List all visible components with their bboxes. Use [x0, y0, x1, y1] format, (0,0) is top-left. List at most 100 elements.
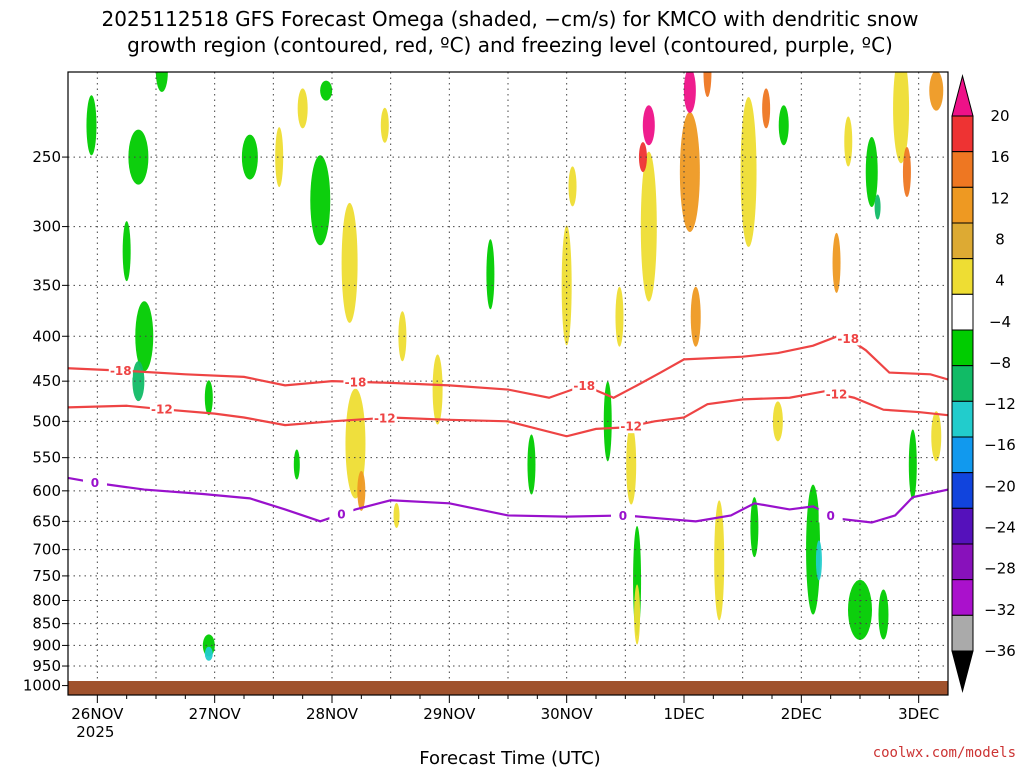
contour-label-bg	[824, 386, 849, 401]
x-tick-label: 28NOV	[306, 705, 359, 723]
colorbar-tick-label: 4	[995, 272, 1005, 290]
y-tick-label: 300	[32, 218, 61, 236]
contour-label: -18	[573, 379, 595, 393]
colorbar-tick-label: −12	[984, 395, 1016, 413]
colorbar-min-arrow	[951, 650, 974, 693]
colorbar-swatch	[951, 329, 974, 367]
y-tick-label: 850	[32, 615, 61, 633]
contour-label: -18	[345, 375, 367, 389]
contour-label-bg	[372, 410, 397, 425]
omega-shade-blob	[679, 112, 700, 233]
omega-shade-blob	[762, 88, 771, 129]
omega-shade-blob	[634, 584, 641, 645]
omega-shade-blob	[135, 301, 154, 372]
omega-shade-blob	[865, 137, 878, 208]
colorbar-swatch	[951, 222, 974, 260]
omega-shade-blob	[703, 72, 712, 97]
omega-shade-blob	[778, 105, 789, 146]
omega-shade-blob	[568, 166, 577, 207]
colorbar-tick-label: −36	[984, 642, 1016, 660]
y-tick-label: 750	[32, 567, 61, 585]
omega-shade-blob	[393, 502, 400, 528]
omega-shade-blob	[320, 80, 333, 101]
y-tick-label: 500	[32, 412, 61, 430]
omega-shade-blob	[806, 484, 821, 615]
omega-shade-blob	[486, 239, 495, 310]
contour-label-bg	[818, 508, 843, 523]
colorbar-swatch	[951, 472, 974, 509]
contour-label: -12	[620, 420, 642, 434]
colorbar-tick-label: 12	[990, 189, 1009, 207]
omega-shade-blob	[341, 202, 358, 323]
y-tick-label: 650	[32, 512, 61, 530]
omega-shade-blob	[310, 155, 331, 246]
colorbar-swatch	[951, 543, 974, 581]
colorbar-tick-label: −4	[989, 313, 1011, 331]
contour-label: -12	[826, 387, 848, 401]
contour-label: -18	[110, 364, 132, 378]
colorbar-swatch	[951, 115, 974, 153]
omega-shade-blob	[432, 354, 443, 425]
ground-surface	[68, 681, 948, 695]
omega-shade-blob	[893, 72, 910, 164]
x-tick-label: 2DEC	[781, 705, 822, 723]
y-tick-label: 600	[32, 482, 61, 500]
omega-shade-blob	[683, 72, 696, 114]
y-tick-label: 250	[32, 148, 61, 166]
omega-shade-blob	[815, 540, 822, 581]
omega-shade-blob	[750, 497, 759, 558]
omega-shade-blob	[848, 579, 872, 640]
y-tick-label: 550	[32, 449, 61, 467]
omega-shade-blob	[275, 127, 284, 188]
y-tick-label: 450	[32, 372, 61, 390]
colorbar-tick-label: −20	[984, 477, 1016, 495]
omega-colorbar: 20 16 12 8 4 −4 −8 −12 −16 −20 −24 −28 −32 −36	[951, 74, 1016, 693]
y-tick-label: 900	[32, 636, 61, 654]
colorbar-swatch	[951, 400, 974, 438]
omega-shade-blob	[642, 105, 655, 146]
omega-shade-blob	[380, 107, 389, 143]
omega-shade-blob	[398, 311, 407, 362]
colorbar-swatch	[951, 579, 974, 616]
y-tick-label: 700	[32, 541, 61, 559]
omega-shade-blob	[122, 221, 131, 282]
x-axis-label: Forecast Time (UTC)	[419, 748, 600, 768]
chart-title-line-2: growth region (contoured, red, ºC) and f…	[127, 33, 893, 57]
contour-label-bg	[343, 374, 368, 389]
omega-shade-blob	[204, 380, 213, 416]
omega-shading	[86, 72, 944, 661]
omega-shade-blob	[638, 142, 647, 173]
colorbar-tick-label: −16	[984, 436, 1016, 454]
omega-shade-blob	[204, 646, 213, 661]
colorbar-swatch	[951, 151, 974, 188]
contour-label: 0	[337, 508, 345, 522]
colorbar-tick-label: 8	[995, 230, 1005, 248]
y-tick-label: 1000	[23, 677, 61, 695]
omega-shade-blob	[931, 411, 942, 462]
colorbar-swatch	[951, 258, 974, 295]
omega-shade-blob	[902, 147, 911, 198]
colorbar-swatch	[951, 614, 974, 652]
omega-shade-blob	[908, 429, 917, 500]
colorbar-tick-label: −32	[984, 601, 1016, 619]
contour-label-bg	[149, 402, 174, 417]
colorbar-max-arrow	[951, 74, 974, 117]
colorbar-tick-label: −24	[984, 519, 1016, 537]
colorbar-swatch	[951, 507, 974, 545]
omega-shade-blob	[690, 286, 701, 347]
omega-shade-blob	[626, 424, 637, 505]
contour-label-bg	[836, 331, 861, 346]
omega-shade-blob	[714, 500, 725, 621]
chart-title-line-1: 2025112518 GFS Forecast Omega (shaded, −…	[102, 7, 919, 31]
omega-shade-blob	[345, 388, 366, 499]
contour-label-bg	[108, 363, 133, 378]
x-tick-label: 3DEC	[898, 705, 939, 723]
source-credit: coolwx.com/models	[873, 745, 1016, 761]
colorbar-swatch	[951, 365, 974, 402]
omega-shade-blob	[297, 88, 308, 129]
contour-label-bg	[82, 475, 107, 490]
omega-shade-blob	[615, 286, 624, 347]
contour-label-bg	[610, 508, 635, 523]
